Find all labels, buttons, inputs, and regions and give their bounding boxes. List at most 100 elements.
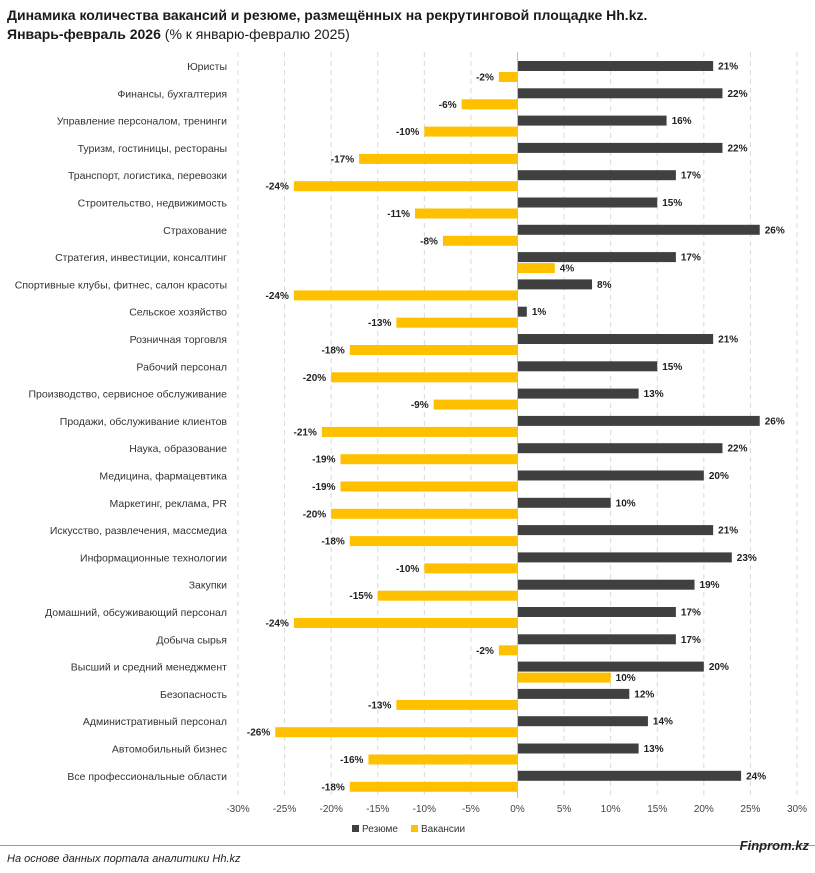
- category-label: Закупки: [189, 580, 227, 592]
- resume-value-label: 22%: [727, 89, 747, 100]
- vacancy-value-label: -13%: [368, 318, 391, 329]
- resume-bar: [517, 224, 760, 235]
- resume-value-label: 13%: [644, 744, 664, 755]
- vacancy-bar: [349, 781, 518, 792]
- resume-bar: [517, 497, 611, 508]
- resume-bar: [517, 579, 695, 590]
- vacancy-bar: [331, 372, 518, 383]
- vacancy-value-label: -19%: [312, 482, 335, 493]
- vacancy-value-label: -8%: [420, 236, 438, 247]
- legend-swatch-resume: [352, 825, 359, 832]
- x-tick-label: 10%: [601, 804, 621, 815]
- resume-bar: [517, 170, 676, 181]
- x-tick-label: -10%: [413, 804, 436, 815]
- category-label: Домашний, обсуживающий персонал: [45, 607, 227, 619]
- vacancy-value-label: -2%: [476, 73, 494, 84]
- resume-value-label: 1%: [532, 307, 547, 318]
- vacancy-bar: [396, 699, 518, 710]
- resume-value-label: 14%: [653, 717, 673, 728]
- vacancy-value-label: -26%: [247, 728, 270, 739]
- brand-logo-text: Finprom.kz: [739, 838, 809, 853]
- x-tick-label: 30%: [787, 804, 807, 815]
- vacancy-value-label: 10%: [616, 673, 636, 684]
- vacancy-bar: [424, 563, 518, 574]
- x-tick-label: 0%: [510, 804, 525, 815]
- resume-bar: [517, 115, 667, 126]
- vacancy-bar: [293, 181, 518, 192]
- vacancy-bar: [340, 454, 518, 465]
- resume-value-label: 19%: [700, 580, 720, 591]
- vacancy-value-label: -18%: [321, 782, 344, 793]
- resume-bar: [517, 197, 658, 208]
- x-tick-label: -5%: [462, 804, 480, 815]
- vacancy-value-label: -18%: [321, 537, 344, 548]
- vacancy-bar: [498, 72, 518, 82]
- resume-bar: [517, 334, 714, 344]
- resume-value-label: 26%: [765, 225, 785, 236]
- vacancy-bar: [396, 317, 518, 328]
- resume-value-label: 12%: [634, 689, 654, 700]
- vacancy-bar: [424, 126, 518, 137]
- x-tick-label: 15%: [647, 804, 667, 815]
- resume-bar: [517, 688, 630, 699]
- vacancy-bar: [517, 672, 611, 683]
- category-label: Рабочий персонал: [136, 361, 227, 373]
- legend-label-vacancy: Вакансии: [421, 824, 465, 835]
- resume-bar: [517, 634, 676, 645]
- vacancy-value-label: -18%: [321, 346, 344, 357]
- resume-value-label: 8%: [597, 280, 612, 291]
- category-label: Продажи, обслуживание клиентов: [60, 416, 228, 428]
- category-label: Наука, образование: [129, 443, 227, 455]
- source-note: На основе данных портала аналитики Hh.kz: [7, 853, 241, 865]
- x-tick-label: 5%: [557, 804, 572, 815]
- vacancy-value-label: -24%: [266, 619, 289, 630]
- resume-value-label: 17%: [681, 253, 701, 264]
- vacancy-bar: [293, 290, 518, 301]
- resume-value-label: 21%: [718, 335, 738, 346]
- resume-bar: [517, 661, 704, 672]
- resume-bar: [517, 142, 723, 153]
- category-label: Высший и средний менеджмент: [71, 662, 227, 674]
- category-label: Страхование: [163, 225, 227, 237]
- vacancy-bar: [340, 481, 518, 492]
- vacancy-bar: [275, 727, 518, 738]
- category-label: Все профессиональные области: [67, 771, 227, 783]
- category-label: Автомобильный бизнес: [112, 744, 227, 756]
- resume-bar: [517, 716, 648, 727]
- resume-bar: [517, 361, 658, 372]
- vacancy-value-label: -10%: [396, 564, 419, 575]
- chart-subtitle-period: Январь-февраль 2026: [7, 26, 161, 42]
- category-label: Финансы, бухгалтерия: [117, 88, 227, 100]
- resume-bar: [517, 607, 676, 617]
- vacancy-bar: [415, 208, 518, 219]
- vacancy-value-label: -17%: [331, 154, 354, 165]
- resume-value-label: 22%: [727, 143, 747, 154]
- chart-subtitle-note: (% к январю-февралю 2025): [160, 26, 350, 42]
- vacancy-bar: [331, 508, 518, 519]
- category-label: Безопасность: [160, 689, 228, 701]
- vacancy-bar: [349, 345, 518, 355]
- resume-bar: [517, 88, 723, 99]
- category-label: Маркетинг, реклама, PR: [110, 498, 228, 510]
- x-tick-label: -30%: [226, 804, 249, 815]
- vacancy-value-label: -24%: [266, 182, 289, 193]
- resume-value-label: 15%: [662, 362, 682, 373]
- resume-value-label: 21%: [718, 526, 738, 537]
- bar-chart: -30% -25% -20% -15% -10% -5% 0% 5% 10% 15% 20% 25% 3…: [15, 52, 807, 835]
- category-label: Розничная торговля: [130, 334, 227, 346]
- vacancy-value-label: -13%: [368, 700, 391, 711]
- resume-bar: [517, 388, 639, 399]
- vacancy-bar: [377, 590, 518, 601]
- category-label: Административный персонал: [83, 716, 227, 728]
- vacancy-bar: [461, 99, 518, 110]
- vacancy-value-label: -15%: [349, 591, 372, 602]
- resume-value-label: 13%: [644, 389, 664, 400]
- vacancy-bar: [433, 399, 518, 410]
- resume-value-label: 16%: [672, 116, 692, 127]
- x-tick-label: -25%: [273, 804, 296, 815]
- resume-bar: [517, 552, 732, 563]
- category-label: Транспорт, логистика, перевозки: [68, 170, 227, 182]
- category-label: Сельское хозяйство: [129, 307, 227, 319]
- category-label: Спортивные клубы, фитнес, салон красоты: [15, 279, 227, 291]
- chart-title: Динамика количества вакансий и резюме, р…: [7, 7, 648, 23]
